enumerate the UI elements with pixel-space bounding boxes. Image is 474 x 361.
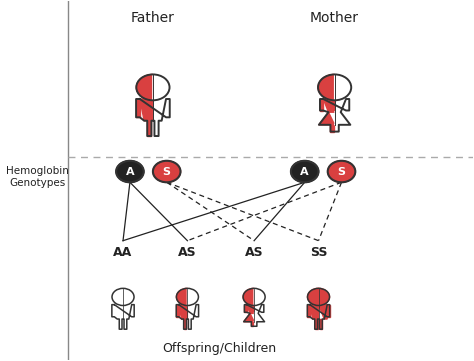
Polygon shape: [319, 288, 329, 305]
Text: SS: SS: [310, 245, 327, 258]
Polygon shape: [147, 121, 151, 136]
Polygon shape: [346, 99, 349, 110]
Polygon shape: [124, 319, 127, 329]
Polygon shape: [112, 305, 114, 317]
Polygon shape: [179, 305, 187, 319]
Polygon shape: [123, 288, 134, 305]
Polygon shape: [318, 74, 335, 100]
Polygon shape: [320, 99, 323, 110]
Polygon shape: [140, 99, 153, 121]
Circle shape: [328, 161, 356, 182]
Text: S: S: [337, 166, 346, 177]
Text: Father: Father: [131, 10, 175, 25]
Polygon shape: [166, 99, 170, 117]
Polygon shape: [244, 313, 254, 322]
Text: Offspring/Children: Offspring/Children: [163, 342, 277, 355]
Text: AS: AS: [245, 245, 264, 258]
Polygon shape: [336, 125, 339, 132]
Polygon shape: [153, 99, 166, 121]
Polygon shape: [243, 288, 254, 305]
Polygon shape: [245, 305, 246, 312]
Circle shape: [153, 161, 181, 182]
Polygon shape: [307, 305, 310, 317]
Polygon shape: [176, 288, 187, 305]
Polygon shape: [137, 74, 153, 100]
Polygon shape: [246, 305, 254, 313]
Polygon shape: [189, 319, 191, 329]
Polygon shape: [310, 305, 319, 319]
Polygon shape: [187, 305, 196, 319]
Polygon shape: [254, 313, 264, 322]
Polygon shape: [196, 305, 199, 317]
Text: Hemoglobin
Genotypes: Hemoglobin Genotypes: [7, 166, 69, 188]
Text: S: S: [163, 166, 171, 177]
Text: AS: AS: [178, 245, 197, 258]
Text: AA: AA: [113, 245, 133, 258]
Polygon shape: [319, 319, 322, 329]
Polygon shape: [251, 322, 254, 326]
Polygon shape: [183, 319, 186, 329]
Text: Mother: Mother: [310, 10, 359, 25]
Polygon shape: [262, 305, 264, 312]
Polygon shape: [187, 288, 199, 305]
Polygon shape: [176, 305, 179, 317]
Polygon shape: [308, 288, 319, 305]
Polygon shape: [153, 74, 170, 100]
Polygon shape: [132, 305, 134, 317]
Polygon shape: [123, 305, 132, 319]
Polygon shape: [155, 121, 159, 136]
Circle shape: [291, 161, 319, 182]
Polygon shape: [335, 112, 350, 125]
Polygon shape: [319, 305, 327, 319]
Polygon shape: [327, 305, 330, 317]
Polygon shape: [323, 99, 335, 112]
Text: A: A: [126, 166, 134, 177]
Polygon shape: [119, 319, 122, 329]
Polygon shape: [254, 288, 265, 305]
Polygon shape: [319, 112, 335, 125]
Circle shape: [116, 161, 144, 182]
Polygon shape: [330, 125, 334, 132]
Text: A: A: [301, 166, 309, 177]
Polygon shape: [136, 99, 140, 117]
Polygon shape: [254, 305, 262, 313]
Polygon shape: [335, 74, 351, 100]
Polygon shape: [315, 319, 318, 329]
Polygon shape: [112, 288, 123, 305]
Polygon shape: [114, 305, 123, 319]
Polygon shape: [335, 99, 346, 112]
Polygon shape: [255, 322, 257, 326]
